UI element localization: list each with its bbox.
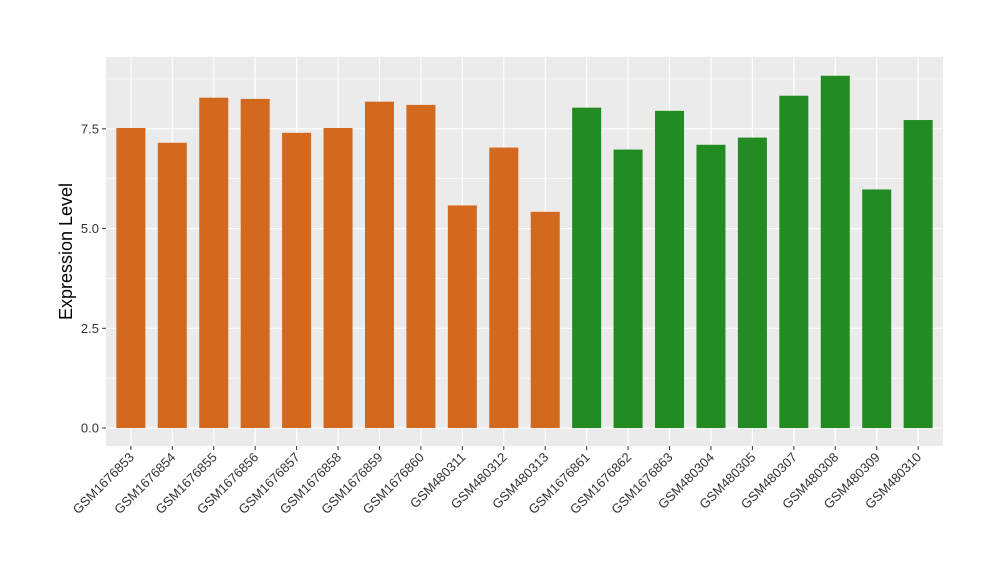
y-tick-label: 5.0: [81, 221, 99, 236]
bar: [862, 189, 892, 429]
y-axis-ticks: 0.0 2.5 5.0 7.5: [81, 121, 106, 436]
y-axis-title: Expression Level: [56, 183, 76, 320]
bar: [489, 147, 519, 429]
bar: [696, 144, 726, 429]
bar: [406, 104, 436, 429]
bar: [447, 205, 477, 429]
bar: [116, 128, 146, 429]
bars: [116, 75, 933, 429]
bar: [820, 75, 850, 429]
bar: [364, 101, 394, 429]
bar: [779, 95, 809, 429]
bar: [323, 128, 353, 429]
plot-panel: [106, 57, 943, 446]
bar: [655, 110, 685, 429]
bar: [282, 132, 312, 429]
bar: [572, 107, 602, 429]
bar: [613, 149, 643, 429]
bar: [530, 211, 560, 429]
bar: [903, 120, 933, 429]
y-tick-label: 2.5: [81, 321, 99, 336]
y-tick-label: 0.0: [81, 421, 99, 436]
bar: [157, 142, 187, 429]
bar: [737, 137, 767, 429]
bar: [240, 98, 270, 429]
bar: [199, 97, 229, 429]
x-axis-ticks: GSM1676853GSM1676854GSM1676855GSM1676856…: [70, 446, 924, 517]
y-tick-label: 7.5: [81, 121, 99, 136]
